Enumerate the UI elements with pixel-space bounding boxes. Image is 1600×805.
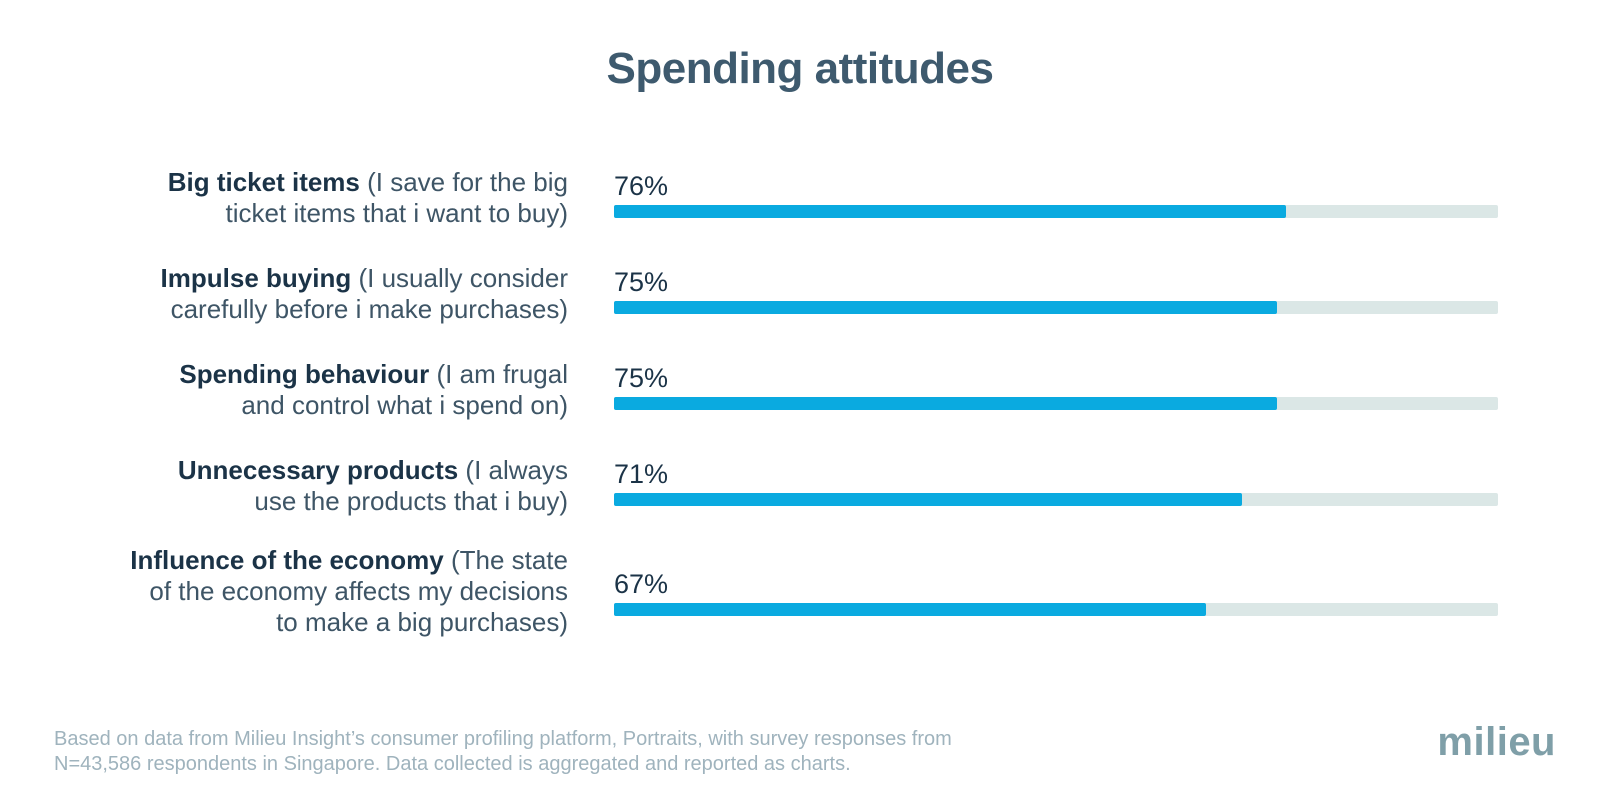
bar-track [614, 205, 1498, 218]
bar-track [614, 301, 1498, 314]
milieu-logo: milieu [1437, 720, 1556, 764]
value-label: 67% [614, 569, 669, 599]
category-label: Spending behaviour (I am frugal and contr… [179, 359, 568, 420]
bar [614, 397, 1277, 410]
category-label: Impulse buying (I usually consider carefu… [160, 263, 568, 324]
chart-title: Spending attitudes [606, 44, 995, 93]
value-label: 75% [614, 363, 669, 393]
footnote-line-1: Based on data from Milieu Insight’s cons… [54, 728, 952, 750]
bar-track [614, 493, 1498, 506]
bar [614, 301, 1277, 314]
footnote-line-2: N=43,586 respondents in Singapore. Data … [54, 753, 851, 775]
bar [614, 493, 1242, 506]
bar-track [614, 397, 1498, 410]
footnote: Based on data from Milieu Insight’s cons… [54, 727, 1154, 777]
value-label: 76% [614, 171, 669, 201]
value-label: 71% [614, 459, 669, 489]
bar [614, 603, 1206, 616]
bar-track [614, 603, 1498, 616]
category-label: Big ticket items (I save for the big tick… [167, 167, 568, 228]
category-label: Unnecessary products (I always use the pr… [177, 455, 568, 516]
category-label: Influence of the economy (The state of th… [130, 545, 568, 637]
bar [614, 205, 1286, 218]
value-label: 75% [614, 267, 669, 297]
